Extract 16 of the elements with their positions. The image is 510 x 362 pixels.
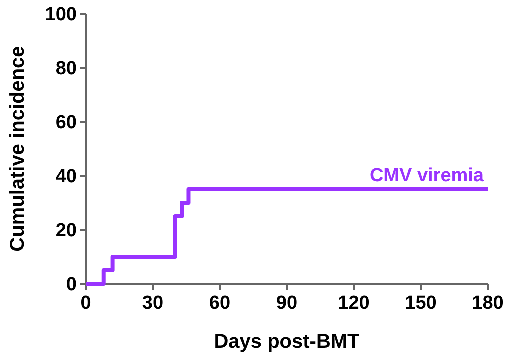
- x-tick-label: 180: [472, 293, 504, 314]
- series-label: CMV viremia: [370, 166, 484, 186]
- x-axis-title: Days post-BMT: [214, 331, 360, 353]
- x-tick-label: 0: [80, 293, 92, 314]
- y-tick-label: 20: [56, 220, 77, 242]
- y-tick-label: 0: [66, 274, 77, 296]
- x-tick-label: 60: [209, 293, 231, 314]
- x-tick-label: 30: [142, 293, 164, 314]
- x-tick-label: 90: [276, 293, 298, 314]
- x-tick-label: 150: [405, 293, 437, 314]
- y-tick-label: 80: [56, 58, 77, 80]
- y-tick-label: 40: [56, 166, 77, 188]
- y-tick-label: 100: [45, 4, 77, 26]
- y-tick-label: 60: [56, 112, 77, 134]
- y-axis-title: Cumulative incidence: [7, 46, 29, 252]
- x-tick-label: 120: [338, 293, 370, 314]
